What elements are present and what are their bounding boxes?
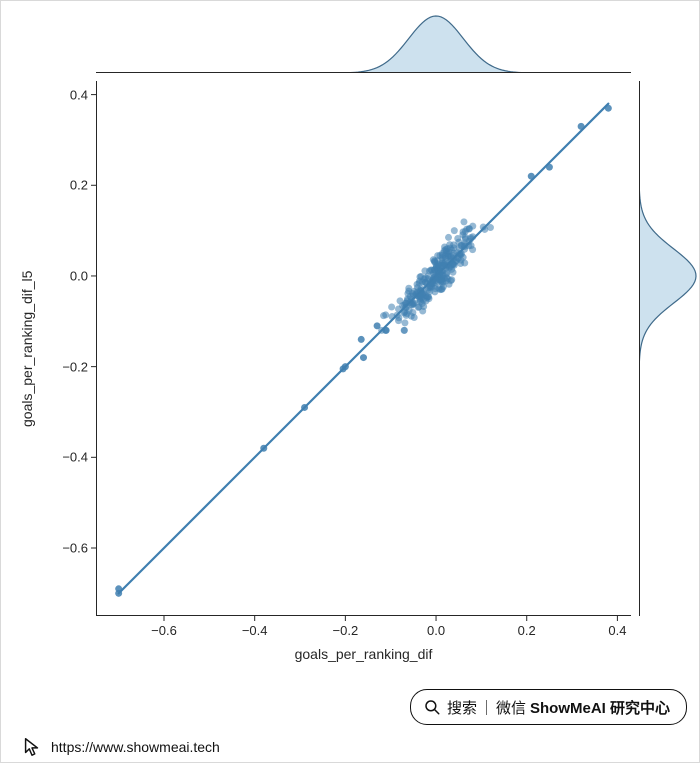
x-tick-label: 0.0 [427, 623, 445, 638]
y-tick-label: 0.4 [48, 87, 88, 102]
right-marginal-kde [639, 81, 699, 616]
y-tick-label: 0.2 [48, 178, 88, 193]
x-tick-label: −0.4 [242, 623, 268, 638]
search-pill-label-2: 微信 [496, 697, 526, 718]
x-tick-label: 0.2 [518, 623, 536, 638]
search-pill-label-3: ShowMeAI 研究中心 [530, 697, 670, 718]
figure-frame: goals_per_ranking_dif_l5 goals_per_ranki… [0, 0, 700, 763]
search-pill-divider: ｜ [479, 697, 494, 718]
x-tick-label: −0.6 [151, 623, 177, 638]
main-scatter-plot [96, 81, 631, 616]
x-tick-label: 0.4 [608, 623, 626, 638]
y-tick-label: −0.4 [48, 450, 88, 465]
y-axis-label: goals_per_ranking_dif_l5 [19, 270, 35, 426]
x-axis-label: goals_per_ranking_dif [96, 646, 631, 662]
search-icon [423, 698, 441, 716]
cursor-icon [21, 736, 43, 758]
search-pill-label-1: 搜索 [447, 697, 477, 718]
top-marginal-kde [96, 13, 631, 73]
y-tick-label: −0.2 [48, 359, 88, 374]
y-tick-label: 0.0 [48, 268, 88, 283]
y-tick-label: −0.6 [48, 540, 88, 555]
footer: https://www.showmeai.tech [21, 736, 220, 758]
search-pill[interactable]: 搜索 ｜ 微信 ShowMeAI 研究中心 [410, 689, 687, 725]
footer-url[interactable]: https://www.showmeai.tech [51, 739, 220, 755]
x-tick-label: −0.2 [333, 623, 359, 638]
